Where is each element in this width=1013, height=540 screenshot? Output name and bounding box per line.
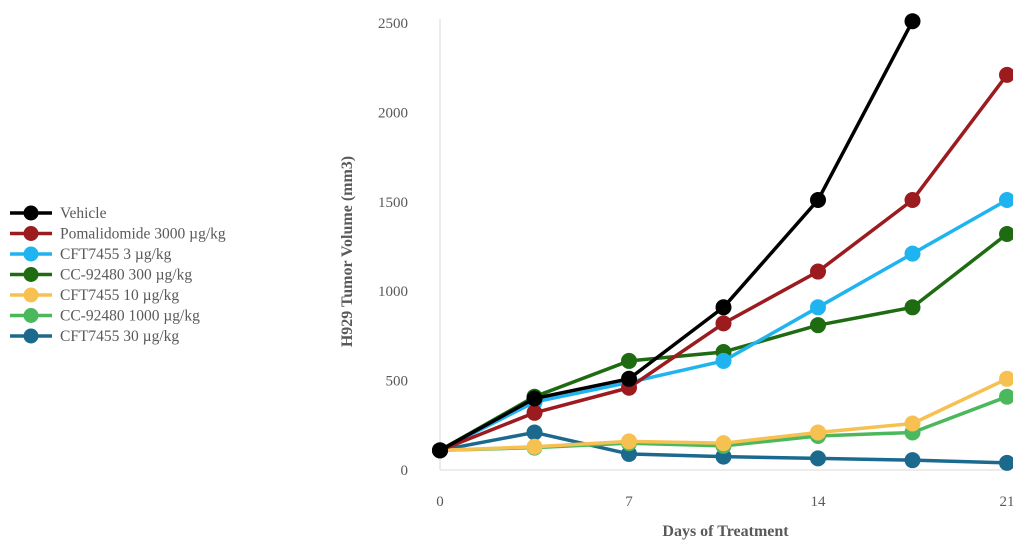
y-tick-label: 2000 (378, 105, 408, 121)
x-tick-label: 14 (811, 494, 827, 510)
series-line (439, 73, 1009, 452)
data-point (904, 415, 921, 432)
data-point (999, 388, 1013, 405)
data-point (904, 13, 921, 30)
data-point (526, 404, 543, 421)
series-0 (432, 13, 921, 459)
legend-label: Pomalidomide 3000 µg/kg (60, 226, 226, 243)
legend-item: CC-92480 300 µg/kg (10, 267, 192, 284)
data-point (715, 352, 732, 369)
data-point (810, 424, 826, 441)
legend-label: CFT7455 30 µg/kg (60, 328, 179, 345)
data-point (810, 450, 826, 467)
data-point (904, 192, 921, 209)
legend-label: CC-92480 1000 µg/kg (60, 308, 200, 325)
data-point (715, 299, 732, 316)
data-point (810, 299, 826, 316)
y-tick-label: 1500 (378, 195, 408, 211)
data-point (904, 245, 921, 262)
legend-item: CFT7455 30 µg/kg (10, 328, 179, 345)
legend-swatch-marker (23, 226, 39, 241)
data-point (999, 192, 1013, 209)
data-point (904, 452, 921, 469)
data-point (904, 299, 921, 316)
data-point (715, 315, 732, 332)
data-point (526, 438, 543, 455)
y-tick-label: 1000 (378, 284, 408, 300)
series-3 (432, 225, 1013, 459)
legend-swatch-marker (23, 328, 39, 344)
legend-item: CFT7455 10 µg/kg (10, 287, 179, 304)
y-axis-title: H929 Tumor Volume (mm3) (339, 156, 356, 347)
y-tick-label: 2500 (378, 16, 408, 32)
data-point (526, 424, 543, 441)
series-4 (432, 370, 1013, 459)
legend-label: Vehicle (60, 205, 107, 222)
x-tick-label: 21 (1000, 494, 1013, 510)
data-point (621, 370, 637, 387)
legend-item: Vehicle (10, 205, 107, 222)
data-point (999, 66, 1013, 83)
legend-swatch-marker (23, 246, 39, 262)
y-tick-label: 0 (401, 463, 409, 479)
legend-swatch-marker (23, 205, 39, 221)
data-point (621, 433, 637, 450)
tick-labels: 0 500 1000 1500 2000 2500 0 7 14 21 (378, 16, 1013, 510)
x-tick-label: 7 (625, 494, 633, 510)
legend-label: CC-92480 300 µg/kg (60, 267, 192, 284)
data-point (999, 454, 1013, 471)
legend-swatch-marker (23, 287, 39, 303)
data-point (810, 192, 826, 209)
x-tick-label: 0 (436, 494, 444, 510)
axes (439, 19, 1011, 471)
y-tick-label: 500 (386, 374, 409, 390)
data-point (526, 390, 543, 407)
legend-item: CFT7455 3 µg/kg (10, 246, 172, 263)
data-point (621, 352, 637, 369)
data-point (999, 370, 1013, 387)
legend-item: Pomalidomide 3000 µg/kg (10, 226, 226, 243)
legend-item: CC-92480 1000 µg/kg (10, 308, 200, 325)
data-point (715, 435, 732, 452)
legend-label: CFT7455 10 µg/kg (60, 287, 179, 304)
legend-swatch-marker (23, 308, 39, 323)
x-axis-title: Days of Treatment (662, 523, 789, 540)
data-point (432, 442, 448, 459)
data-point (810, 263, 826, 280)
legend-swatch-marker (23, 267, 39, 282)
series-1 (432, 66, 1013, 459)
series-line (439, 20, 915, 452)
legend: Vehicle Pomalidomide 3000 µg/kg CFT7455 3 … (10, 205, 226, 345)
series-lines (432, 13, 1013, 471)
data-point (810, 317, 826, 334)
data-point (999, 225, 1013, 242)
legend-label: CFT7455 3 µg/kg (60, 246, 172, 263)
